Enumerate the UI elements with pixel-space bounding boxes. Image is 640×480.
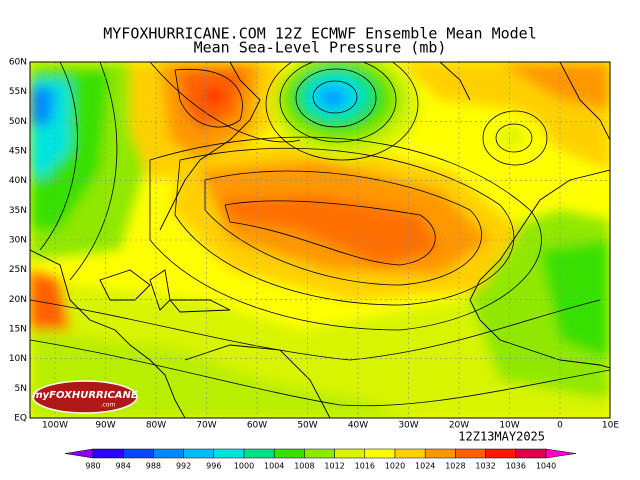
colorbar-label: 1020 bbox=[385, 462, 405, 471]
lon-label: 50W bbox=[297, 421, 317, 431]
logo: myFOXHURRICANE .com bbox=[32, 380, 138, 414]
subtitle: Mean Sea-Level Pressure (mb) bbox=[194, 39, 447, 57]
logo-sub: .com bbox=[101, 402, 116, 409]
colorbar-label: 1040 bbox=[536, 462, 556, 471]
colorbar-swatch bbox=[334, 448, 366, 459]
colorbar-swatch bbox=[153, 448, 184, 459]
colorbar-swatch bbox=[92, 448, 124, 459]
colorbar-label: 1008 bbox=[294, 462, 314, 471]
graticule bbox=[30, 62, 610, 418]
colorbar-label: 1032 bbox=[475, 462, 495, 471]
lon-label: 70W bbox=[196, 421, 216, 431]
pressure-map: myFOXHURRICANE .com bbox=[30, 62, 610, 418]
colorbar-swatch bbox=[545, 448, 577, 459]
isobars bbox=[30, 62, 610, 407]
lon-label: 30W bbox=[398, 421, 418, 431]
lat-label: 25N bbox=[9, 265, 27, 275]
colorbar-label: 984 bbox=[116, 462, 131, 471]
lon-label: 60W bbox=[247, 421, 267, 431]
colorbar-label: 1028 bbox=[445, 462, 465, 471]
colorbar-label: 1012 bbox=[324, 462, 344, 471]
colorbar-swatch bbox=[213, 448, 245, 459]
colorbar-label: 1036 bbox=[506, 462, 526, 471]
colorbar-swatch bbox=[64, 448, 94, 459]
lat-label: 45N bbox=[9, 147, 27, 157]
colorbar-swatch bbox=[273, 448, 305, 459]
lon-label: 20W bbox=[449, 421, 469, 431]
colorbar-label: 992 bbox=[176, 462, 191, 471]
colorbar-label: 996 bbox=[206, 462, 221, 471]
pressure-field bbox=[30, 62, 610, 418]
lon-label: 90W bbox=[95, 421, 115, 431]
colorbar-label: 1024 bbox=[415, 462, 435, 471]
colorbar-label: 1004 bbox=[264, 462, 284, 471]
lon-label: 10W bbox=[499, 421, 519, 431]
colorbar-swatch bbox=[424, 448, 456, 459]
lat-label: 60N bbox=[9, 58, 27, 68]
lat-label: 50N bbox=[9, 117, 27, 127]
colorbar: 980 984 988 992 996 1000 1004 1008 1012 1016 1020 1… bbox=[64, 448, 577, 471]
lat-label: 40N bbox=[9, 176, 27, 186]
colorbar-swatch bbox=[243, 448, 275, 459]
lon-label: 0 bbox=[557, 421, 563, 431]
lat-label: 55N bbox=[9, 87, 27, 97]
colorbar-swatch bbox=[364, 448, 396, 459]
colorbar-label: 1016 bbox=[355, 462, 375, 471]
colorbar-swatch bbox=[515, 448, 547, 459]
lat-label: EQ bbox=[14, 414, 27, 424]
colorbar-label: 1000 bbox=[234, 462, 254, 471]
timestamp: 12Z13MAY2025 bbox=[458, 430, 545, 444]
lat-label: 20N bbox=[9, 295, 27, 305]
lat-label: 10N bbox=[9, 354, 27, 364]
logo-brand: myFOXHURRICANE bbox=[32, 390, 138, 401]
lat-label: 15N bbox=[9, 325, 27, 335]
lat-label: 5N bbox=[15, 384, 27, 394]
colorbar-label: 988 bbox=[146, 462, 161, 471]
lat-label: 30N bbox=[9, 236, 27, 246]
colorbar-label: 980 bbox=[85, 462, 100, 471]
map-frame bbox=[29, 61, 611, 419]
colorbar-swatch bbox=[183, 448, 215, 459]
lat-label: 35N bbox=[9, 206, 27, 216]
lon-label: 80W bbox=[146, 421, 166, 431]
axis-labels: 60N 55N 50N 45N 40N 35N 30N 25N 20N 15N 10N 5N EQ 100… bbox=[9, 58, 620, 431]
colorbar-swatch bbox=[485, 448, 517, 459]
title: MYFOXHURRICANE.COM 12Z ECMWF Ensemble Me… bbox=[103, 25, 536, 43]
colorbar-swatch bbox=[394, 448, 426, 459]
colorbar-swatch bbox=[455, 448, 486, 459]
coastlines bbox=[30, 62, 610, 418]
colorbar-swatch bbox=[304, 448, 335, 459]
lon-label: 40W bbox=[348, 421, 368, 431]
lon-label: 100W bbox=[42, 421, 68, 431]
colorbar-swatch bbox=[122, 448, 154, 459]
lon-label: 10E bbox=[602, 421, 619, 431]
